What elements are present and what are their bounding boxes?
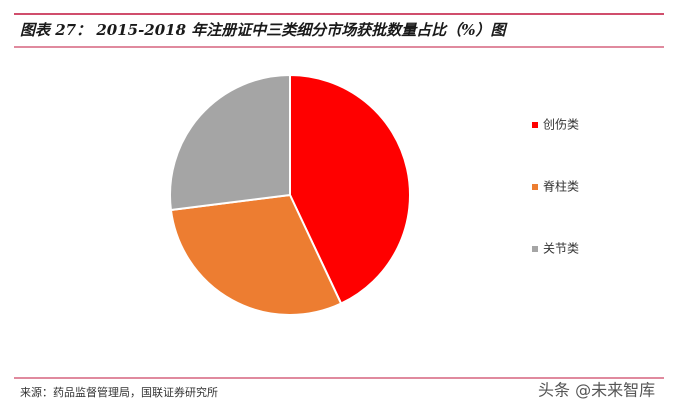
legend-label: 关节类 — [543, 242, 579, 256]
pie-slice — [289, 73, 411, 305]
watermark: 头条 @未来智库 — [538, 381, 655, 400]
legend-label: 创伤类 — [543, 118, 579, 132]
legend-swatch — [532, 122, 538, 128]
chart-title: 图表 27： 2015-2018 年注册证中三类细分市场获批数量占比（%）图 — [20, 21, 509, 39]
source: 来源：药品监督管理局，国联证券研究所 — [20, 385, 218, 399]
legend-swatch — [532, 246, 538, 252]
legend-label: 脊柱类 — [543, 179, 579, 194]
pie-slice — [169, 73, 291, 212]
pie-slice — [169, 193, 343, 316]
legend-swatch — [532, 184, 538, 190]
